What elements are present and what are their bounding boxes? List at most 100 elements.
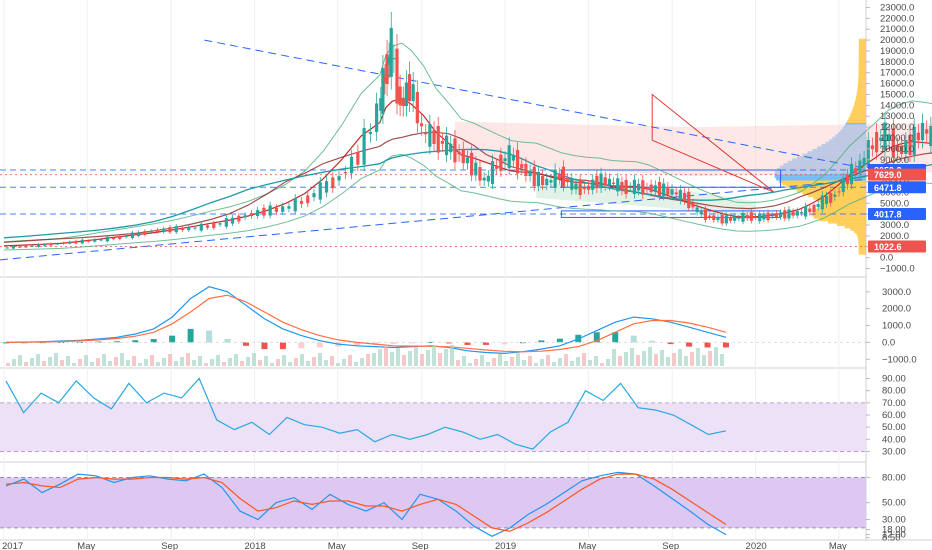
candle-body[interactable] xyxy=(349,156,354,174)
candle-body[interactable] xyxy=(866,139,870,168)
candle-body[interactable] xyxy=(224,218,228,227)
candle-body[interactable] xyxy=(180,227,185,231)
candle-body[interactable] xyxy=(474,162,478,176)
candle-body[interactable] xyxy=(478,167,482,181)
candle-body[interactable] xyxy=(703,209,708,220)
candle-body[interactable] xyxy=(105,236,109,242)
candle-body[interactable] xyxy=(778,212,783,218)
candle-body[interactable] xyxy=(55,243,59,245)
candle-body[interactable] xyxy=(845,174,849,185)
candle-body[interactable] xyxy=(762,214,766,220)
candle-body[interactable] xyxy=(428,124,432,147)
candle-body[interactable] xyxy=(440,140,444,144)
candle-body[interactable] xyxy=(900,145,904,154)
candle-body[interactable] xyxy=(657,181,662,196)
candle-body[interactable] xyxy=(787,209,791,219)
candle-body[interactable] xyxy=(385,54,389,85)
candle-body[interactable] xyxy=(398,86,402,106)
candle-body[interactable] xyxy=(168,227,172,233)
candle-body[interactable] xyxy=(645,187,649,189)
candle-body[interactable] xyxy=(666,186,670,195)
candle-body[interactable] xyxy=(318,182,322,200)
candle-body[interactable] xyxy=(274,207,279,212)
candle-body[interactable] xyxy=(486,175,490,182)
candle-body[interactable] xyxy=(808,208,812,213)
candle-body[interactable] xyxy=(616,178,620,192)
candle-body[interactable] xyxy=(11,246,15,249)
candle-body[interactable] xyxy=(205,225,210,228)
candle-body[interactable] xyxy=(695,207,699,213)
candle-body[interactable] xyxy=(444,135,449,156)
candle-body[interactable] xyxy=(804,206,808,217)
candle-body[interactable] xyxy=(833,194,837,197)
candle-body[interactable] xyxy=(737,217,741,219)
candle-body[interactable] xyxy=(870,145,875,150)
candle-body[interactable] xyxy=(799,211,804,214)
candle-body[interactable] xyxy=(540,175,545,185)
candle-body[interactable] xyxy=(470,152,474,176)
candle-body[interactable] xyxy=(586,185,591,190)
candle-body[interactable] xyxy=(18,246,22,248)
candle-body[interactable] xyxy=(337,176,341,181)
candle-body[interactable] xyxy=(557,173,561,180)
candle-body[interactable] xyxy=(895,145,900,152)
candle-body[interactable] xyxy=(528,170,532,177)
candle-body[interactable] xyxy=(770,215,774,217)
candle-body[interactable] xyxy=(381,68,385,115)
candle-body[interactable] xyxy=(268,205,272,216)
candle-body[interactable] xyxy=(849,163,854,185)
candle-body[interactable] xyxy=(624,179,628,195)
candle-body[interactable] xyxy=(331,177,335,189)
candle-body[interactable] xyxy=(419,123,424,127)
stoch-series-line[interactable] xyxy=(5,473,727,532)
candle-body[interactable] xyxy=(545,178,549,185)
candle-body[interactable] xyxy=(712,215,716,221)
candle-body[interactable] xyxy=(218,223,222,225)
candle-body[interactable] xyxy=(766,212,770,221)
candle-body[interactable] xyxy=(908,134,912,155)
candle-body[interactable] xyxy=(549,180,553,183)
candle-body[interactable] xyxy=(912,126,916,155)
candle-body[interactable] xyxy=(708,215,712,218)
candle-body[interactable] xyxy=(149,231,153,233)
candle-body[interactable] xyxy=(891,128,895,157)
candle-body[interactable] xyxy=(829,193,833,203)
candle-body[interactable] xyxy=(299,200,304,204)
candle-body[interactable] xyxy=(925,129,929,134)
candle-body[interactable] xyxy=(43,243,47,246)
candle-body[interactable] xyxy=(93,239,97,242)
candle-body[interactable] xyxy=(574,183,578,190)
candle-body[interactable] xyxy=(682,192,687,201)
candle-body[interactable] xyxy=(174,226,178,233)
candle-body[interactable] xyxy=(749,212,753,221)
candle-body[interactable] xyxy=(287,206,291,209)
candle-body[interactable] xyxy=(404,82,408,107)
candle-body[interactable] xyxy=(854,168,858,174)
price-series-layer[interactable] xyxy=(5,11,932,250)
candle-body[interactable] xyxy=(753,216,758,218)
candle-body[interactable] xyxy=(795,210,799,216)
rsi-series-line[interactable] xyxy=(5,377,727,450)
candle-body[interactable] xyxy=(774,213,779,218)
candle-body[interactable] xyxy=(411,84,415,102)
candle-body[interactable] xyxy=(678,189,682,201)
candle-body[interactable] xyxy=(495,165,499,169)
candle-body[interactable] xyxy=(561,166,566,187)
candle-body[interactable] xyxy=(858,160,862,174)
candle-body[interactable] xyxy=(816,204,820,207)
candle-body[interactable] xyxy=(791,211,795,216)
candle-body[interactable] xyxy=(507,145,511,169)
candle-body[interactable] xyxy=(249,213,253,216)
candle-body[interactable] xyxy=(424,132,428,135)
candle-body[interactable] xyxy=(670,189,674,195)
candle-body[interactable] xyxy=(187,226,191,231)
candle-body[interactable] xyxy=(699,211,703,215)
candle-body[interactable] xyxy=(862,157,866,166)
candle-body[interactable] xyxy=(293,198,297,212)
candle-body[interactable] xyxy=(745,215,749,219)
candle-body[interactable] xyxy=(306,195,310,204)
candle-body[interactable] xyxy=(262,207,266,216)
candle-body[interactable] xyxy=(720,214,724,224)
candle-body[interactable] xyxy=(812,205,816,212)
candle-body[interactable] xyxy=(457,151,461,155)
